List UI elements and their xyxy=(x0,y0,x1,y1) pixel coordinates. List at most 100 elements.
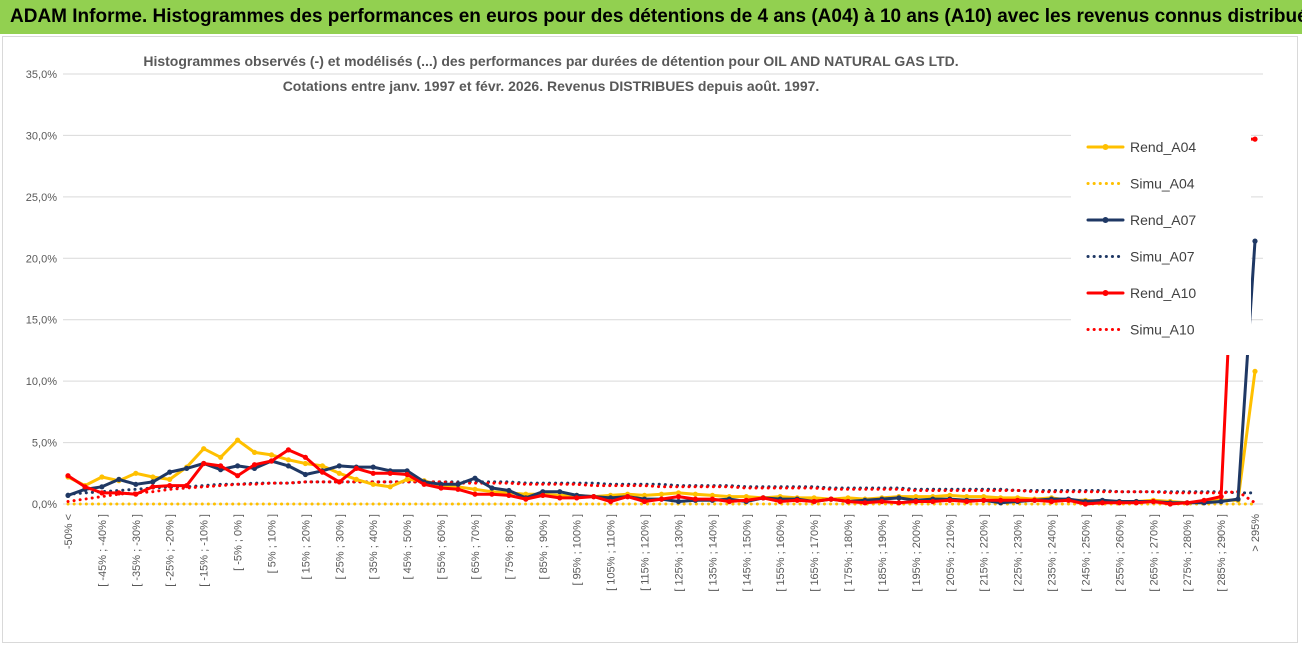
x-tick-label: [ 285% ; 290% ] xyxy=(1216,514,1228,592)
data-point xyxy=(845,498,851,505)
x-tick-label: [ -25% ; -20% ] xyxy=(165,514,177,587)
x-tick-label: [ -35% ; -30% ] xyxy=(131,514,143,587)
data-point xyxy=(404,471,410,478)
x-tick-label: [ 215% ; 220% ] xyxy=(979,514,991,592)
legend-marker xyxy=(1102,217,1109,223)
data-point xyxy=(506,492,512,498)
data-point xyxy=(1201,497,1207,503)
x-tick-label: [ 5% ; 10% ] xyxy=(266,514,278,573)
data-point xyxy=(116,476,122,482)
series-rend-a10 xyxy=(65,136,1258,507)
legend-item-rend-a07: Rend_A07 xyxy=(1086,212,1196,228)
data-point xyxy=(1082,501,1088,507)
data-point xyxy=(268,458,275,464)
x-tick-label: [ -5% ; 0% ] xyxy=(233,514,245,571)
data-point xyxy=(913,498,919,505)
legend-item-simu-a10: Simu_A10 xyxy=(1086,322,1195,338)
data-point xyxy=(302,471,308,478)
data-point xyxy=(65,473,71,479)
data-point xyxy=(675,494,682,500)
data-point xyxy=(336,470,342,476)
data-point xyxy=(1218,498,1224,505)
data-point xyxy=(811,495,817,501)
data-point xyxy=(99,490,105,496)
data-point xyxy=(845,495,851,501)
legend-marker xyxy=(1102,290,1109,296)
x-tick-label: -50% < xyxy=(63,514,75,549)
data-point xyxy=(472,475,478,481)
x-tick-label: [ 255% ; 260% ] xyxy=(1114,514,1126,592)
data-point xyxy=(625,494,631,500)
data-point xyxy=(489,491,495,497)
data-point xyxy=(998,497,1004,503)
data-point xyxy=(981,497,987,503)
data-point xyxy=(370,481,376,487)
data-point xyxy=(777,498,783,505)
data-point xyxy=(658,491,665,497)
grid-lines xyxy=(63,73,1263,505)
data-point xyxy=(285,457,291,463)
x-tick-label: > 295% xyxy=(1250,514,1262,552)
data-point xyxy=(591,494,597,500)
x-tick-label: [ 155% ; 160% ] xyxy=(775,514,787,592)
x-tick-label: [ 125% ; 130% ] xyxy=(673,514,685,592)
data-point xyxy=(472,486,478,492)
x-tick-label: [ 265% ; 270% ] xyxy=(1148,514,1160,592)
y-tick-label: 30,0% xyxy=(26,130,57,142)
x-tick-label: [ 185% ; 190% ] xyxy=(877,514,889,592)
data-point xyxy=(82,484,88,490)
legend-background xyxy=(1071,129,1251,355)
data-point xyxy=(523,496,529,502)
x-tick-label: [ 115% ; 120% ] xyxy=(640,514,652,591)
data-point xyxy=(947,492,953,498)
data-point xyxy=(506,487,512,494)
legend-item-simu-a07: Simu_A07 xyxy=(1086,249,1195,265)
chart-frame: 0,0% 5,0% 10,0% 15,0% 20,0% 25,0% 30,0% 35,0% -… xyxy=(2,36,1298,643)
data-point xyxy=(99,484,105,490)
x-tick-label: [ 205% ; 210% ] xyxy=(945,514,957,592)
data-point xyxy=(1218,494,1224,500)
y-axis-ticks: 0,0% 5,0% 10,0% 15,0% 20,0% 25,0% 30,0% 35,0% xyxy=(26,69,57,511)
data-point xyxy=(947,497,953,503)
data-point xyxy=(167,483,173,489)
data-point xyxy=(150,484,156,490)
data-point xyxy=(235,473,241,479)
data-point xyxy=(1133,500,1139,506)
data-point xyxy=(251,449,258,455)
data-point xyxy=(709,496,716,502)
data-point xyxy=(1116,500,1122,506)
data-point xyxy=(1184,500,1190,506)
chart-svg: 0,0% 5,0% 10,0% 15,0% 20,0% 25,0% 30,0% 35,0% -… xyxy=(26,53,1263,592)
data-point xyxy=(404,468,410,474)
data-point xyxy=(896,500,902,506)
x-tick-label: [ 35% ; 40% ] xyxy=(368,514,380,579)
data-point xyxy=(709,492,716,498)
series-layer xyxy=(65,136,1258,507)
legend-label: Rend_A07 xyxy=(1130,212,1196,228)
data-point xyxy=(726,498,732,505)
data-point xyxy=(879,498,885,505)
series-line xyxy=(66,369,1257,505)
x-tick-label: [ 65% ; 70% ] xyxy=(470,514,482,579)
data-point xyxy=(201,460,207,467)
data-point xyxy=(302,454,308,460)
data-point xyxy=(608,498,614,505)
x-tick-label: [ 95% ; 100% ] xyxy=(572,514,584,586)
data-point xyxy=(133,470,139,476)
data-point xyxy=(218,463,224,469)
data-point xyxy=(455,486,461,492)
data-point xyxy=(658,496,665,502)
data-point xyxy=(1048,498,1055,505)
data-point xyxy=(99,474,105,480)
data-point xyxy=(675,490,682,496)
data-point xyxy=(116,490,122,496)
x-tick-label: [ 235% ; 240% ] xyxy=(1047,514,1059,592)
data-point xyxy=(964,494,970,500)
x-tick-label: [ 25% ; 30% ] xyxy=(334,514,346,579)
data-point xyxy=(557,495,563,501)
data-point xyxy=(743,497,749,503)
data-point xyxy=(1252,368,1258,374)
data-point xyxy=(981,494,987,500)
y-tick-label: 0,0% xyxy=(32,499,57,511)
data-point xyxy=(133,481,139,487)
